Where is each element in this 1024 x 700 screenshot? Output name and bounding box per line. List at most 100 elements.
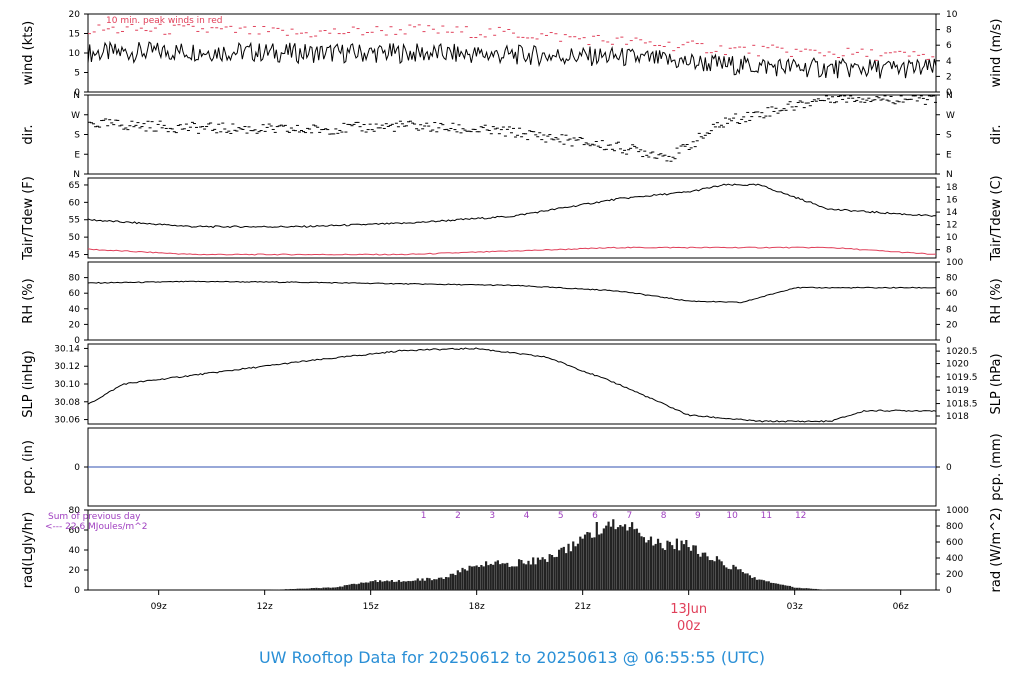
panel-rad-right-tick-label: 200 bbox=[946, 570, 963, 580]
radiation-sum-value: <--- 22.6 MJoules/m^2 bbox=[45, 522, 147, 532]
panel-rad-right-tick-label: 0 bbox=[946, 586, 952, 596]
panel-pcp-left-tick-label: 0 bbox=[74, 463, 80, 473]
radiation-hour-mark: 1 bbox=[421, 511, 427, 521]
panel-rh-right-tick-label: 60 bbox=[946, 289, 958, 299]
panel-slp-frame bbox=[87, 343, 937, 425]
panel-dir-left-label: dir. bbox=[21, 124, 36, 144]
radiation-hour-mark: 12 bbox=[795, 511, 806, 521]
panel-rh-right-tick-label: 80 bbox=[946, 274, 958, 284]
radiation-hour-mark: 4 bbox=[524, 511, 530, 521]
panel-temp-left-tick-label: 60 bbox=[69, 198, 81, 208]
radiation-hour-mark: 2 bbox=[455, 511, 461, 521]
panel-rad-right-tick-label: 400 bbox=[946, 554, 963, 564]
x-tick-label: 09z bbox=[151, 602, 167, 612]
panel-rh-left-tick-label: 80 bbox=[69, 274, 81, 284]
panel-rh-left-tick-label: 60 bbox=[69, 289, 81, 299]
panel-rh-right-tick-label: 20 bbox=[946, 320, 958, 330]
panel-temp-left-tick-label: 55 bbox=[69, 216, 80, 226]
panel-rad-left-tick-label: 40 bbox=[69, 546, 81, 556]
panel-rad-left-tick-label: 0 bbox=[74, 586, 80, 596]
panel-rh-right-tick-label: 100 bbox=[946, 258, 963, 268]
panel-wind-right-tick-label: 0 bbox=[946, 88, 952, 98]
panel-dir-left-tick-label: W bbox=[71, 111, 80, 121]
panel-rad-left-tick-label: 20 bbox=[69, 566, 81, 576]
panel-slp-right-tick-label: 1019 bbox=[946, 386, 969, 396]
panel-slp-left-tick-label: 30.14 bbox=[54, 344, 80, 354]
panel-temp-left-tick-label: 50 bbox=[69, 233, 81, 243]
radiation-hour-mark: 10 bbox=[726, 511, 738, 521]
panel-slp-left-tick-label: 30.12 bbox=[54, 362, 80, 372]
panel-wind-right-tick-label: 4 bbox=[946, 57, 952, 67]
radiation-hour-mark: 8 bbox=[661, 511, 667, 521]
panel-temp-left-tick-label: 65 bbox=[69, 181, 80, 191]
panel-dir-frame bbox=[87, 94, 937, 175]
panel-wind-left-label: wind (kts) bbox=[21, 21, 36, 85]
panel-temp-right-label: Tair/Tdew (C) bbox=[989, 175, 1004, 261]
panel-wind-right-tick-label: 6 bbox=[946, 41, 952, 51]
x-tick-label: 03z bbox=[787, 602, 803, 612]
panel-rh-left-tick-label: 40 bbox=[69, 305, 81, 315]
panel-rad-left-tick-label: 60 bbox=[69, 526, 81, 536]
panel-rh-right-label: RH (%) bbox=[989, 278, 1004, 323]
panel-slp-left-tick-label: 30.10 bbox=[54, 380, 80, 390]
panel-slp-right-tick-label: 1020.5 bbox=[946, 347, 978, 357]
panel-slp-right-label: SLP (hPa) bbox=[989, 353, 1004, 414]
panel-rad-left-label: rad(Lgly/hr) bbox=[21, 512, 36, 588]
panel-temp-left-label: Tair/Tdew (F) bbox=[21, 176, 36, 261]
panel-slp-right-tick-label: 1019.5 bbox=[946, 373, 978, 383]
panel-temp-right-tick-label: 14 bbox=[946, 208, 958, 218]
tdew-series-line bbox=[87, 246, 937, 256]
panel-wind-left-tick-label: 0 bbox=[74, 88, 80, 98]
panel-dir-right-tick-label: E bbox=[946, 150, 952, 160]
panel-temp-right-tick-label: 18 bbox=[946, 183, 958, 193]
tair-series-line bbox=[87, 183, 937, 229]
panel-slp-right-tick-label: 1018.5 bbox=[946, 400, 978, 410]
panel-slp-left-label: SLP (inHg) bbox=[21, 350, 36, 418]
radiation-hour-mark: 6 bbox=[592, 511, 598, 521]
panel-rh-left-tick-label: 0 bbox=[74, 336, 80, 346]
panel-wind-right-tick-label: 10 bbox=[946, 10, 958, 20]
panel-dir-right-label: dir. bbox=[989, 124, 1004, 144]
wind-series-line bbox=[87, 40, 937, 79]
radiation-hour-mark: 5 bbox=[558, 511, 564, 521]
panel-dir-left-tick-label: E bbox=[74, 150, 80, 160]
radiation-hour-mark: 9 bbox=[695, 511, 701, 521]
panel-temp-right-tick-label: 8 bbox=[946, 246, 952, 256]
panel-slp-left-tick-label: 30.06 bbox=[54, 416, 80, 426]
x-tick-label: 18z bbox=[469, 602, 485, 612]
panel-pcp-left-label: pcp. (in) bbox=[21, 440, 36, 494]
panel-wind-left-tick-label: 15 bbox=[69, 30, 80, 40]
panel-dir-right-tick-label: N bbox=[946, 170, 953, 180]
panel-temp-frame bbox=[87, 177, 937, 259]
panel-wind-right-label: wind (m/s) bbox=[989, 19, 1004, 88]
panel-wind-left-tick-label: 5 bbox=[74, 69, 80, 79]
x-tick-label: 06z bbox=[893, 602, 909, 612]
panel-rad-right-tick-label: 800 bbox=[946, 522, 963, 532]
panel-rh-right-tick-label: 40 bbox=[946, 305, 958, 315]
panel-rad-right-tick-label: 600 bbox=[946, 538, 963, 548]
panel-rad-left-tick-label: 80 bbox=[69, 506, 81, 516]
panel-wind-right-tick-label: 2 bbox=[946, 72, 952, 82]
panel-dir-right-tick-label: S bbox=[946, 131, 952, 141]
panel-rh-left-label: RH (%) bbox=[21, 278, 36, 323]
panel-wind-left-tick-label: 20 bbox=[69, 10, 81, 20]
panel-rh-right-tick-label: 0 bbox=[946, 336, 952, 346]
panel-rad-right-tick-label: 1000 bbox=[946, 506, 969, 516]
x-tick-label: 21z bbox=[575, 602, 591, 612]
panel-slp-right-tick-label: 1018 bbox=[946, 412, 969, 422]
x-tick-label: 00z bbox=[677, 619, 701, 634]
panel-dir-left-tick-label: N bbox=[73, 170, 80, 180]
wind-peak-annotation: 10 min. peak winds in red bbox=[106, 16, 223, 26]
panel-slp-left-tick-label: 30.08 bbox=[54, 398, 80, 408]
panel-pcp-right-tick-label: 0 bbox=[946, 463, 952, 473]
panel-temp-right-tick-label: 10 bbox=[946, 233, 958, 243]
panel-rad-right-label: rad (W/m^2) bbox=[989, 508, 1004, 593]
panel-temp-left-tick-label: 45 bbox=[69, 251, 80, 261]
panel-dir-left-tick-label: N bbox=[73, 91, 80, 101]
radiation-hour-mark: 3 bbox=[489, 511, 495, 521]
panel-pcp-right-label: pcp. (mm) bbox=[989, 433, 1004, 500]
page-title: UW Rooftop Data for 20250612 to 20250613… bbox=[258, 648, 766, 667]
panel-temp-right-tick-label: 16 bbox=[946, 196, 958, 206]
